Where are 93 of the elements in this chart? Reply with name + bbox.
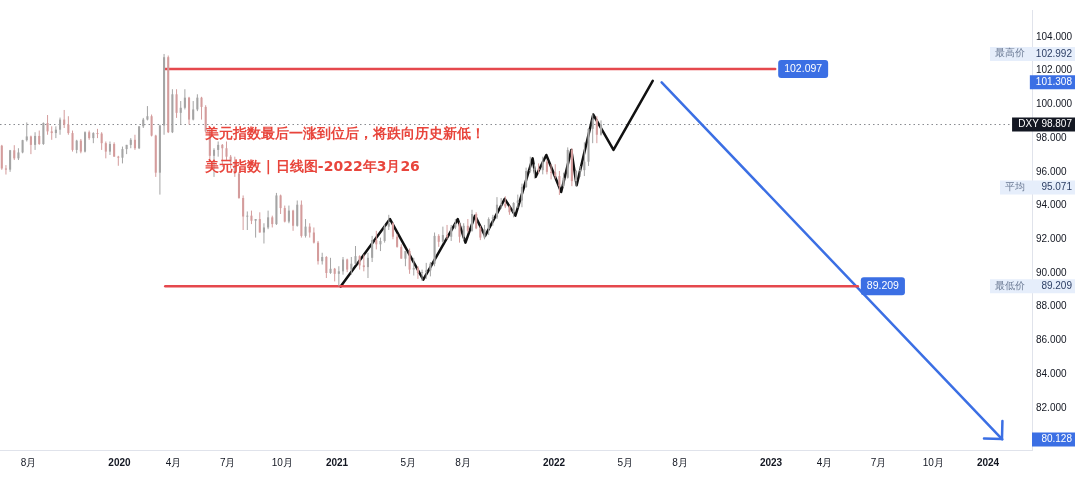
- candlestick: [458, 221, 461, 244]
- x-tick-label: 2023: [759, 456, 783, 468]
- y3-tick-label: 101.308: [1035, 76, 1073, 88]
- y2-tick-label: 89.209: [1041, 280, 1073, 292]
- candlestick: [408, 248, 411, 275]
- text: 美元指数 | 日线图-2022年3月26: [205, 157, 420, 175]
- candlestick: [258, 211, 261, 234]
- candlestick: [366, 252, 370, 279]
- candlestick: [0, 144, 3, 171]
- candlestick: [71, 130, 74, 153]
- candlestick: [246, 210, 249, 231]
- candlestick: [188, 96, 191, 126]
- candlestick: [138, 125, 141, 150]
- candlestick: [304, 218, 307, 239]
- candlestick: [200, 96, 203, 121]
- candlestick: [63, 109, 66, 129]
- candlestick: [371, 235, 374, 263]
- y-tick-label: 96.000: [1036, 165, 1068, 177]
- candlestick: [296, 200, 299, 228]
- candlestick: [325, 255, 328, 279]
- x-tick-label: 8月: [20, 456, 37, 468]
- candlestick: [108, 140, 112, 156]
- x-tick-label: 8月: [672, 456, 688, 468]
- y-tick-label: 82.000: [1036, 401, 1068, 413]
- candlestick: [262, 222, 265, 244]
- data-label: 102.097: [784, 61, 823, 74]
- candlestick: [533, 163, 536, 180]
- candlestick: [470, 209, 474, 233]
- candlestick: [4, 164, 7, 176]
- y3-tick-label: 80.128: [1041, 433, 1073, 445]
- candlestick: [317, 240, 320, 266]
- candlestick: [225, 140, 228, 161]
- candlestick: [267, 210, 270, 230]
- candlestick: [34, 131, 37, 151]
- candlestick: [495, 196, 499, 220]
- y-tick-label: 84.000: [1036, 367, 1068, 379]
- candlestick: [175, 88, 178, 119]
- annotation: 最低价: [995, 279, 1025, 291]
- x-tick-label: 5月: [400, 456, 417, 468]
- x-tick-label: 10月: [922, 456, 944, 468]
- x-tick-label: 2022: [542, 456, 566, 468]
- candlestick: [525, 167, 528, 189]
- candlestick: [529, 156, 532, 174]
- y-tick-label: 104.000: [1036, 30, 1073, 42]
- candlestick: [183, 88, 186, 110]
- candlestick: [537, 162, 540, 175]
- x-tick-label: 2021: [325, 456, 349, 468]
- candlestick: [42, 121, 45, 146]
- y-tick-label: 94.000: [1036, 199, 1068, 211]
- candlestick: [50, 125, 53, 141]
- annotation: 平均: [1005, 180, 1025, 192]
- candlestick: [550, 163, 553, 180]
- x-tick-label: 2020: [108, 456, 132, 468]
- candlestick: [179, 100, 182, 126]
- candlestick: [579, 165, 582, 178]
- candlestick: [292, 209, 295, 232]
- y-tick-label: 102.000: [1036, 64, 1073, 76]
- ref-line-label: DXY 98.807: [1018, 118, 1073, 130]
- y-tick-label: 90.000: [1036, 266, 1068, 278]
- candlestick: [117, 155, 120, 167]
- candlestick: [595, 115, 598, 144]
- candlestick: [254, 218, 257, 239]
- y2-tick-label: 95.071: [1041, 181, 1073, 193]
- x-tick-label: 4月: [165, 456, 182, 468]
- y-tick-label: 86.000: [1036, 334, 1068, 346]
- y-tick-label: 92.000: [1036, 233, 1068, 245]
- candlestick: [242, 194, 245, 231]
- x-tick-label: 7月: [870, 456, 887, 468]
- y-tick-label: 100.000: [1036, 98, 1073, 110]
- x-tick-label: 2024: [976, 456, 1000, 468]
- y2-tick-label: 102.992: [1035, 47, 1073, 59]
- text: 美元指数最后一涨到位后，将跌向历史新低！: [205, 124, 485, 142]
- candlestick: [446, 224, 449, 240]
- y-tick-label: 88.000: [1036, 300, 1068, 312]
- candlestick: [558, 170, 561, 196]
- annotation: 最高价: [995, 47, 1025, 59]
- data-label: 89.209: [866, 279, 900, 292]
- candlestick: [337, 265, 340, 287]
- candlestick: [383, 223, 386, 244]
- candlestick: [416, 265, 419, 280]
- x-tick-label: 7月: [219, 456, 236, 468]
- candlestick: [421, 269, 424, 282]
- candlestick: [354, 245, 357, 266]
- x-tick-label: 5月: [617, 456, 634, 468]
- candlestick: [441, 226, 444, 244]
- candlestick: [520, 183, 523, 208]
- x-tick-label: 8月: [455, 456, 471, 468]
- candlestick: [500, 197, 503, 210]
- x-tick-label: 10月: [271, 456, 293, 468]
- candlestick: [591, 113, 594, 144]
- candlestick: [25, 121, 28, 142]
- y-tick-label: 98.000: [1036, 131, 1068, 143]
- x-tick-label: 4月: [816, 456, 833, 468]
